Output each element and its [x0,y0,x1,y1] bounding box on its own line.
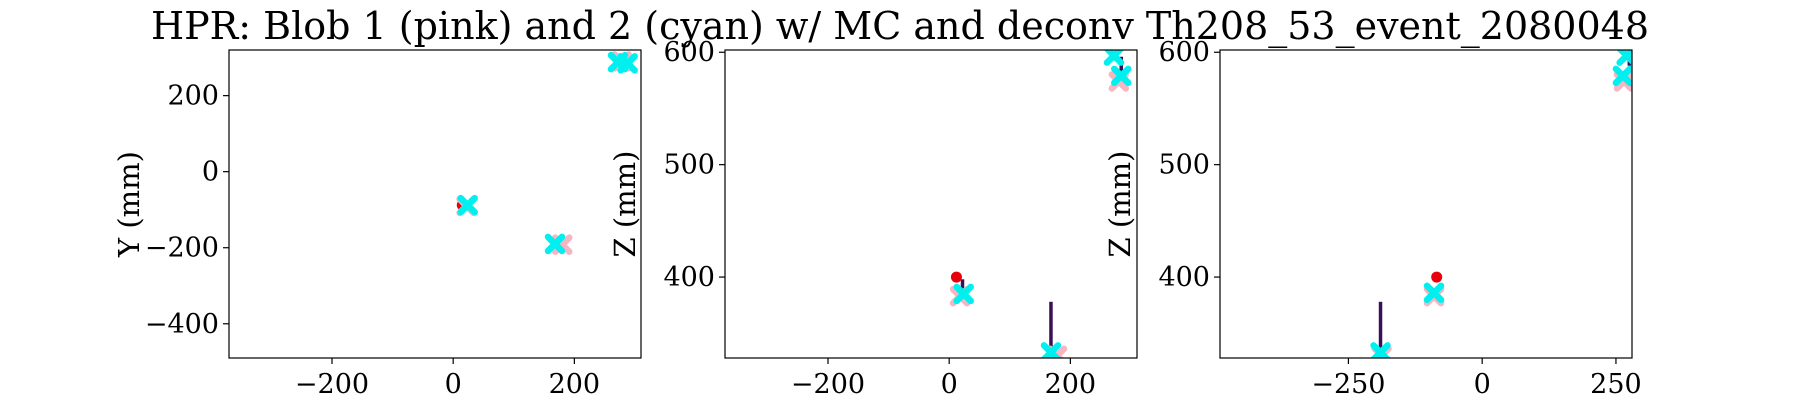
y-tick-label: −200 [145,233,219,264]
panel-xz: −200 0 200 400 500 600 Z (mm) [608,37,1138,400]
y-axis-label: Z (mm) [608,151,642,258]
plot-area [1370,50,1632,358]
y-tick-label: 500 [1158,150,1210,181]
x-tick-label: 250 [1590,369,1642,400]
blob2-marker [1616,50,1632,66]
x-tick-label: −250 [1311,369,1385,400]
y-tick-label: 0 [202,157,219,188]
mc-point [1431,271,1443,283]
panel-xy: −200 0 200 −400 −200 0 200 Y (mm) [112,49,642,400]
x-tick-label: 0 [445,369,462,400]
mc-point [950,271,962,283]
figure-title: HPR: Blob 1 (pink) and 2 (cyan) w/ MC an… [150,4,1650,48]
axes-frame [228,49,642,359]
y-axis-label: Y (mm) [112,151,146,258]
plot-area [949,50,1132,358]
blob2-marker [607,51,629,73]
axes-frame [1219,49,1633,359]
y-tick-label: 400 [663,262,715,293]
y-tick-label: 500 [663,150,715,181]
y-tick-label: 200 [167,81,219,112]
axes-frame [724,49,1138,359]
blob2-marker [1370,342,1391,358]
blob2-marker [1040,342,1062,358]
x-tick-label: −200 [295,369,369,400]
y-tick-label: 600 [1158,37,1210,68]
y-tick-label: 400 [1158,262,1210,293]
plot-area [456,51,638,255]
x-tick-label: 200 [1045,369,1097,400]
panel-yz: −250 0 250 400 500 600 Z (mm) [1103,37,1642,400]
x-tick-label: 0 [1474,369,1491,400]
y-tick-label: 600 [663,37,715,68]
x-tick-label: 200 [549,369,601,400]
x-tick-label: 0 [941,369,958,400]
blob2-marker [1111,65,1132,87]
blob2-marker [953,283,974,305]
blob2-marker [544,233,566,255]
blob2-marker [1423,282,1445,304]
blob2-marker [1103,50,1125,66]
blob2-marker [457,194,478,216]
y-axis-label: Z (mm) [1103,151,1137,258]
y-tick-label: −400 [145,309,219,340]
x-tick-label: −200 [791,369,865,400]
blob2-marker [1612,65,1632,87]
